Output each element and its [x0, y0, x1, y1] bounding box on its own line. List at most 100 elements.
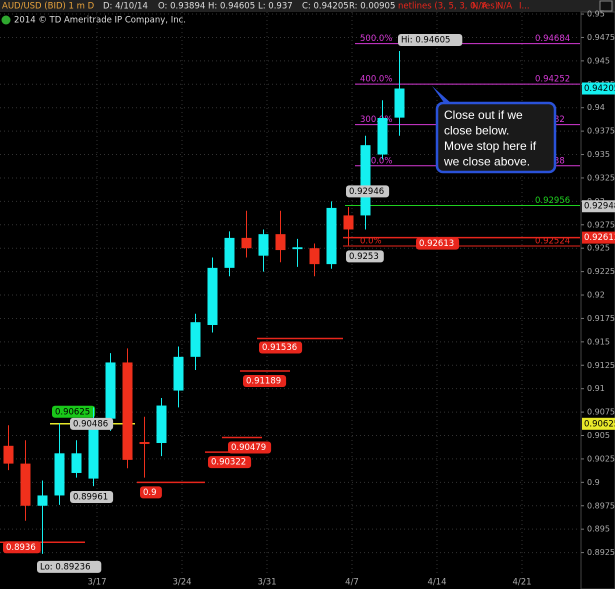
price-tag [582, 417, 615, 430]
tag-label: 0.92613 [419, 239, 454, 249]
x-tick-label: 4/21 [512, 578, 531, 588]
copyright: 2014 © TD Ameritrade IP Company, Inc. [14, 16, 186, 26]
tag-box [140, 486, 162, 499]
tag-box [37, 560, 102, 573]
tag-label: Hi: 0.94605 [401, 36, 450, 46]
candle-body [394, 88, 405, 118]
y-tick-label: 0.91 [587, 384, 605, 393]
y-tick-label: 0.9225 [587, 267, 615, 276]
y-tick-label: 0.9075 [587, 408, 615, 417]
callout-text: we close above. [443, 155, 530, 169]
header-bar [0, 0, 615, 12]
x-tick-label: 3/17 [87, 578, 106, 588]
candle-body [37, 495, 48, 506]
fib-label: 400.0% [360, 75, 392, 85]
header-extra: N/A [472, 2, 487, 12]
tag-label: 0.8936 [6, 543, 36, 553]
fib-label: 500.0% [360, 34, 392, 44]
header-item: D: 4/10/14 [103, 2, 148, 12]
candle-body [292, 247, 303, 250]
callout-arrow [432, 86, 452, 104]
header-item: O: 0.93894 [158, 2, 205, 12]
tag-label: 0.9253 [349, 252, 379, 262]
y-tick-label: 0.9125 [587, 361, 615, 370]
tag-label: 0.89961 [73, 492, 108, 502]
fib-price: 0.92524 [535, 236, 570, 246]
callout-text: close below. [444, 124, 509, 138]
fib-price: 0.92956 [535, 196, 570, 206]
tag-label: Lo: 0.89236 [40, 562, 91, 572]
candle-body [275, 234, 286, 251]
candle-body [3, 445, 14, 464]
candle-body [156, 405, 167, 444]
fib-label: 200.0% [360, 156, 392, 166]
candle-body [105, 362, 116, 419]
candle-body [54, 453, 65, 496]
header-item: H: 0.94605 [208, 2, 255, 12]
y-tick-label: 0.95 [587, 10, 605, 19]
callout-text: Move stop here if [444, 139, 537, 153]
fib-label: 0.0% [360, 236, 382, 246]
candle-body [377, 118, 388, 155]
tag-box [208, 456, 252, 469]
y-tick-label: 0.9325 [587, 173, 615, 182]
candle-body [122, 362, 133, 460]
y-tick-label: 0.9275 [587, 220, 615, 229]
price-tag-label: 0.90625 [584, 419, 615, 429]
candle-body [241, 237, 252, 249]
fib-price: 0.94684 [535, 34, 570, 44]
tag-label: 0.90625 [55, 407, 90, 417]
price-tag [582, 200, 615, 213]
price-axis [580, 11, 615, 589]
y-tick-label: 0.94 [587, 103, 605, 112]
price-tag-label: 0.92948 [584, 202, 615, 212]
tag-box [3, 541, 41, 554]
candle-body [326, 207, 337, 265]
y-tick-label: 0.895 [587, 525, 610, 534]
candle-body [139, 442, 150, 444]
candle-body [360, 145, 371, 216]
header-extra: I... [519, 2, 530, 12]
x-tick-label: 3/24 [172, 578, 191, 588]
callout: Close out if we close below.Move stop her… [432, 86, 557, 174]
y-tick-label: 0.925 [587, 244, 610, 253]
tag-label: 0.91189 [246, 376, 281, 386]
header-item: L: 0.937 [258, 2, 293, 12]
price-tag-label: 0.94205 [584, 84, 615, 94]
candle-body [224, 237, 235, 268]
y-tick-label: 0.92 [587, 291, 605, 300]
y-tick-label: 0.8925 [587, 548, 615, 557]
tag-box [243, 374, 287, 387]
candle-body [190, 322, 201, 357]
tag-box [70, 490, 114, 503]
tag-box [228, 441, 272, 454]
y-tick-label: 0.9 [587, 478, 600, 487]
logo-icon [1, 15, 11, 25]
candle-body [258, 234, 269, 256]
tag-label: 0.90322 [211, 458, 246, 468]
tag-box [70, 417, 114, 430]
fib-label: 300.0% [360, 115, 392, 125]
candle-body [309, 248, 320, 265]
y-tick-label: 0.9475 [587, 33, 615, 42]
y-tick-label: 0.9175 [587, 314, 615, 323]
tag-label: 0.91536 [262, 343, 297, 353]
tag-box [416, 237, 460, 250]
study-name: netlines (3, 5, 3, 0, Yes) [398, 2, 498, 12]
candle-body [173, 356, 184, 391]
price-tag-label: 0.92613 [584, 233, 615, 243]
header-extra: N/A [497, 2, 512, 12]
y-tick-label: 0.9375 [587, 127, 615, 136]
x-tick-label: 3/31 [257, 578, 276, 588]
tag-label: 0.90486 [73, 419, 108, 429]
callout-box [435, 101, 557, 174]
tag-label: 0.92946 [349, 187, 384, 197]
tag-box [346, 185, 390, 198]
y-tick-label: 0.935 [587, 150, 610, 159]
y-tick-label: 0.9025 [587, 454, 615, 463]
symbol: AUD/USD (BID) 1 m D [2, 2, 95, 12]
tag-box [259, 341, 303, 354]
